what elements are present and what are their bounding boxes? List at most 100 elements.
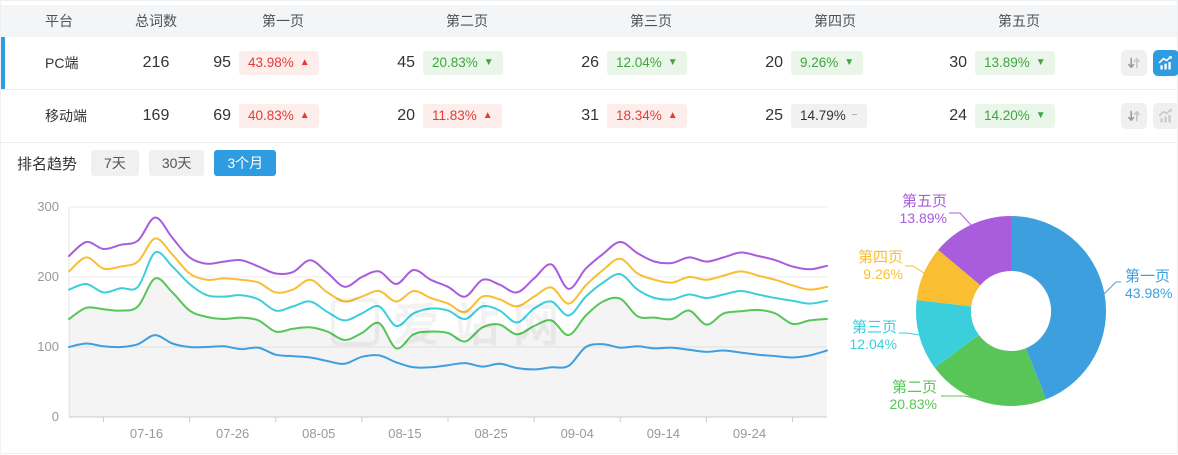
page2-count: 45 — [397, 54, 415, 71]
trend-chart-button[interactable] — [1153, 50, 1178, 76]
pct-value: 18.34% — [616, 108, 662, 123]
donut-slice-第四页[interactable] — [916, 249, 981, 307]
donut-label: 第二页 20.83% — [847, 379, 937, 413]
trend-line-chart[interactable]: 0 100 200 300 07-16 07-26 08-05 08-15 08-25 09-04… — [1, 183, 839, 455]
donut-label-name: 第四页 — [857, 249, 903, 266]
page2-cell: 45 20.83% ▼ — [385, 51, 569, 75]
page5-cell: 24 14.20% ▼ — [937, 104, 1121, 128]
svg-text:200: 200 — [37, 269, 59, 284]
page1-pct-badge: 40.83% ▲ — [239, 104, 319, 128]
trend-arrow-icon: ▲ — [299, 57, 310, 68]
trend-section-title: 排名趋势 — [17, 155, 78, 173]
page1-cell: 69 40.83% ▲ — [201, 104, 385, 128]
donut-slice-第二页[interactable] — [934, 334, 1047, 407]
page5-pct-badge: 14.20% ▼ — [975, 104, 1055, 128]
page3-count: 31 — [581, 107, 599, 124]
platform-label: 移动端 — [45, 108, 87, 124]
donut-label-name: 第三页 — [851, 319, 897, 336]
tab-3-months[interactable]: 3个月 — [214, 150, 277, 176]
donut-label: 第一页 43.98% — [1125, 268, 1178, 302]
col-header-total: 总词数 — [135, 13, 177, 29]
total-words: 216 — [142, 54, 170, 71]
donut-slice-第五页[interactable] — [938, 215, 1011, 286]
trend-arrow-icon: ▼ — [844, 57, 855, 68]
page1-pct-badge: 43.98% ▲ — [239, 51, 319, 75]
donut-slice-第三页[interactable] — [915, 300, 979, 368]
svg-text:300: 300 — [37, 199, 59, 214]
row-actions — [1121, 50, 1178, 76]
trend-toolbar: 排名趋势 7天 30天 3个月 — [1, 143, 1177, 183]
page2-count: 20 — [397, 107, 415, 124]
page3-pct-badge: 18.34% ▲ — [607, 104, 687, 128]
col-header-platform: 平台 — [45, 13, 73, 29]
svg-text:0: 0 — [52, 409, 59, 424]
page2-pct-badge: 11.83% ▲ — [423, 104, 502, 128]
tab-7-days[interactable]: 7天 — [91, 150, 139, 176]
col-header-page1: 第一页 — [262, 13, 304, 29]
pct-value: 14.20% — [984, 108, 1030, 123]
col-header-page3: 第三页 — [630, 13, 672, 29]
pct-value: 9.26% — [800, 55, 839, 70]
svg-text:07-26: 07-26 — [216, 426, 249, 441]
trend-arrow-icon: ▼ — [1035, 57, 1046, 68]
platform-label: PC端 — [45, 55, 79, 71]
donut-label: 第五页 13.89% — [863, 193, 947, 227]
page4-cell: 25 14.79% − — [753, 104, 937, 128]
trend-chart-button[interactable] — [1153, 103, 1178, 129]
page3-cell: 26 12.04% ▼ — [569, 51, 753, 75]
col-header-page2: 第二页 — [446, 13, 488, 29]
svg-text:07-16: 07-16 — [130, 426, 163, 441]
donut-label-name: 第一页 — [1125, 268, 1171, 285]
table-row-mobile[interactable]: 移动端 169 69 40.83% ▲ 20 11.83% ▲ 31 18.34% ▲… — [1, 90, 1178, 143]
pct-value: 43.98% — [248, 55, 294, 70]
page4-pct-badge: 14.79% − — [791, 104, 867, 128]
page1-count: 95 — [213, 54, 231, 71]
trend-arrow-icon: ▼ — [483, 57, 494, 68]
col-header-page4: 第四页 — [814, 13, 856, 29]
page3-pct-badge: 12.04% ▼ — [607, 51, 687, 75]
donut-label-name: 第五页 — [901, 193, 947, 210]
page5-cell: 30 13.89% ▼ — [937, 51, 1121, 75]
svg-text:08-05: 08-05 — [302, 426, 335, 441]
svg-text:09-14: 09-14 — [647, 426, 680, 441]
pct-value: 40.83% — [248, 108, 294, 123]
page5-count: 30 — [949, 54, 967, 71]
charts-area: 0 100 200 300 07-16 07-26 08-05 08-15 08-25 09-04… — [1, 183, 1177, 455]
trend-arrow-icon: ▲ — [667, 110, 678, 121]
pct-value: 13.89% — [984, 55, 1030, 70]
svg-text:100: 100 — [37, 339, 59, 354]
trend-chart-icon — [1158, 55, 1172, 70]
page4-cell: 20 9.26% ▼ — [753, 51, 937, 75]
trend-arrow-icon: ▼ — [667, 57, 678, 68]
total-words: 169 — [142, 107, 170, 124]
donut-label-percent: 13.89% — [899, 210, 947, 226]
sort-updown-button[interactable] — [1121, 50, 1147, 76]
donut-label-percent: 12.04% — [849, 336, 897, 352]
page2-pct-badge: 20.83% ▼ — [423, 51, 503, 75]
tab-30-days[interactable]: 30天 — [148, 150, 205, 176]
page5-pct-badge: 13.89% ▼ — [975, 51, 1055, 75]
donut-label-percent: 20.83% — [889, 396, 937, 412]
sort-updown-button[interactable] — [1121, 103, 1147, 129]
page1-cell: 95 43.98% ▲ — [201, 51, 385, 75]
updown-arrows-icon — [1128, 57, 1140, 69]
updown-arrows-icon — [1128, 110, 1140, 122]
table-row-pc[interactable]: PC端 216 95 43.98% ▲ 45 20.83% ▼ 26 12.04% ▼… — [1, 37, 1178, 90]
donut-slice-第一页[interactable] — [1011, 215, 1107, 400]
page3-count: 26 — [581, 54, 599, 71]
page1-count: 69 — [213, 107, 231, 124]
svg-text:08-25: 08-25 — [474, 426, 507, 441]
pct-value: 14.79% — [800, 108, 846, 123]
svg-text:09-04: 09-04 — [561, 426, 594, 441]
page4-count: 25 — [765, 107, 783, 124]
donut-label-percent: 9.26% — [863, 266, 903, 282]
trend-arrow-icon: − — [851, 110, 858, 121]
donut-label-name: 第二页 — [891, 379, 937, 396]
page4-count: 20 — [765, 54, 783, 71]
col-header-page5: 第五页 — [998, 13, 1040, 29]
page-distribution-donut-chart[interactable] — [839, 183, 1178, 455]
page2-cell: 20 11.83% ▲ — [385, 104, 569, 128]
svg-text:08-15: 08-15 — [388, 426, 421, 441]
pct-value: 11.83% — [432, 108, 477, 123]
